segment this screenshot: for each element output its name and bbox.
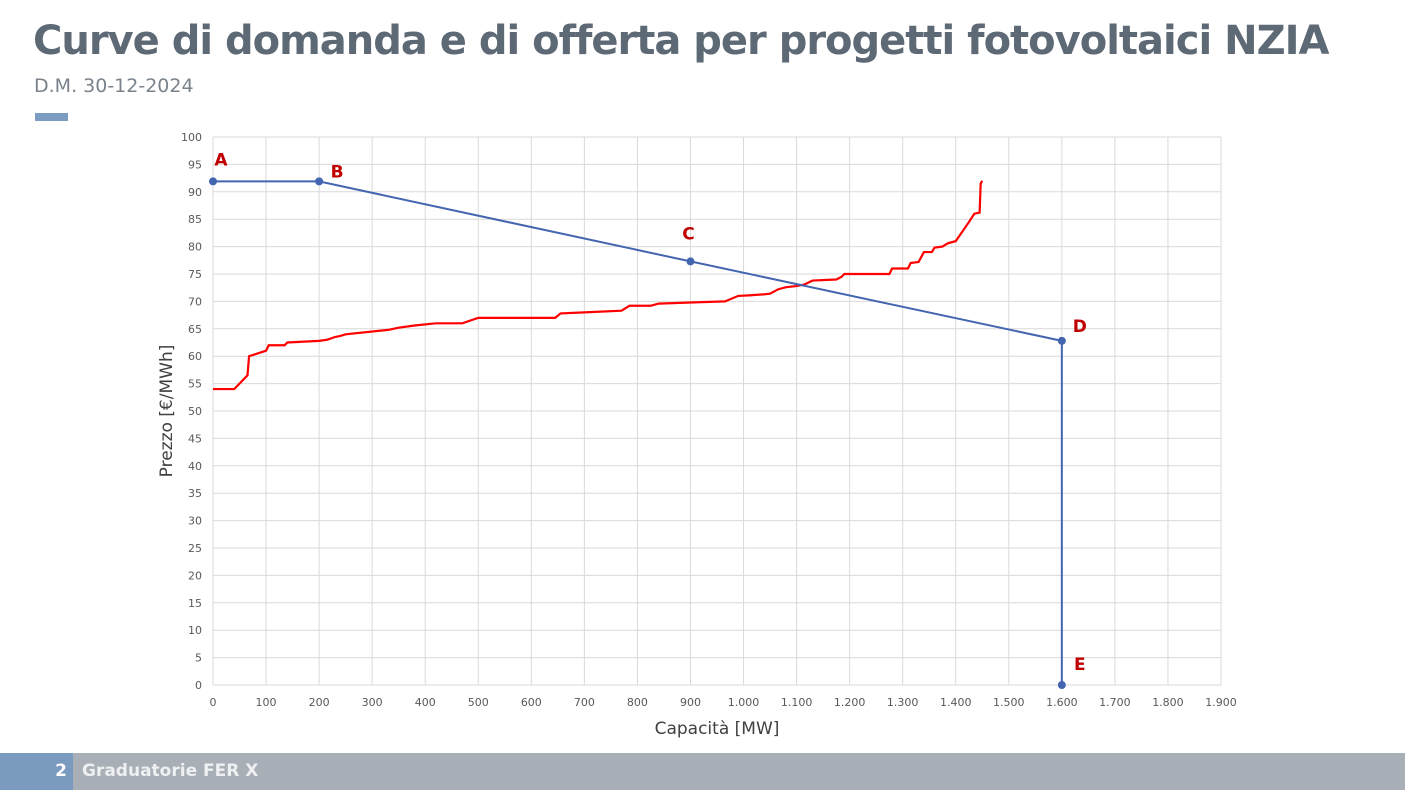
page-number: 2	[55, 761, 67, 781]
y-tick-label: 0	[195, 679, 202, 692]
tick-labels: 0 100 200 300 400 500 600 700 800 900 1.000 1.100 1.…	[181, 131, 1237, 709]
demand-point-c	[686, 257, 695, 266]
page-title: Curve di domanda e di offerta per proget…	[33, 18, 1329, 64]
x-tick-label: 800	[627, 696, 648, 709]
y-tick-label: 85	[188, 213, 202, 226]
x-tick-label: 200	[309, 696, 330, 709]
y-tick-label: 90	[188, 186, 202, 199]
y-tick-label: 80	[188, 241, 202, 254]
y-tick-label: 70	[188, 295, 202, 308]
x-tick-label: 500	[468, 696, 489, 709]
point-label-c: C	[682, 224, 694, 244]
x-tick-label: 100	[256, 696, 277, 709]
y-tick-label: 15	[188, 597, 202, 610]
series: A B C D E	[209, 150, 1087, 689]
y-tick-label: 65	[188, 323, 202, 336]
demand-point-d	[1057, 336, 1066, 345]
x-tick-label: 1.900	[1205, 696, 1237, 709]
y-tick-label: 95	[188, 158, 202, 171]
x-tick-label: 1.500	[993, 696, 1025, 709]
footer: 2 Graduatorie FER X	[0, 753, 1405, 790]
y-tick-label: 30	[188, 515, 202, 528]
demand-point-b	[315, 177, 324, 186]
y-tick-label: 75	[188, 268, 202, 281]
y-tick-label: 25	[188, 542, 202, 555]
point-label-a: A	[214, 150, 228, 170]
y-tick-label: 20	[188, 569, 202, 582]
x-tick-label: 1.600	[1046, 696, 1078, 709]
x-tick-label: 900	[680, 696, 701, 709]
x-tick-label: 1.100	[781, 696, 813, 709]
point-label-d: D	[1073, 317, 1087, 337]
footer-section: Graduatorie FER X	[82, 761, 259, 781]
x-axis-label: Capacità [MW]	[655, 719, 780, 739]
y-tick-label: 35	[188, 487, 202, 500]
y-tick-label: 60	[188, 350, 202, 363]
y-tick-label: 50	[188, 405, 202, 418]
x-tick-label: 300	[362, 696, 383, 709]
x-tick-label: 1.700	[1099, 696, 1131, 709]
x-tick-label: 400	[415, 696, 436, 709]
y-tick-label: 5	[195, 652, 202, 665]
accent-bar	[35, 113, 68, 121]
x-tick-label: 1.800	[1152, 696, 1184, 709]
y-tick-label: 100	[181, 131, 202, 144]
demand-point-e	[1057, 681, 1066, 689]
x-tick-label: 1.000	[728, 696, 760, 709]
x-tick-label: 1.400	[940, 696, 972, 709]
x-tick-label: 1.300	[887, 696, 919, 709]
point-label-b: B	[331, 162, 344, 182]
y-axis-label: Prezzo [€/MWh]	[157, 345, 177, 478]
x-tick-label: 0	[210, 696, 217, 709]
page-subtitle: D.M. 30-12-2024	[34, 75, 194, 97]
point-label-e: E	[1074, 655, 1086, 675]
y-tick-label: 45	[188, 432, 202, 445]
x-tick-label: 600	[521, 696, 542, 709]
x-tick-label: 700	[574, 696, 595, 709]
y-tick-label: 40	[188, 460, 202, 473]
chart: 0 100 200 300 400 500 600 700 800 900 1.000 1.100 1.…	[157, 131, 1237, 739]
y-tick-label: 10	[188, 624, 202, 637]
grid	[212, 136, 1222, 686]
page-number-box: 2	[0, 753, 73, 790]
supply-curve-line	[213, 180, 984, 391]
y-tick-label: 55	[188, 378, 202, 391]
demand-point-a	[209, 177, 217, 186]
x-tick-label: 1.200	[834, 696, 866, 709]
